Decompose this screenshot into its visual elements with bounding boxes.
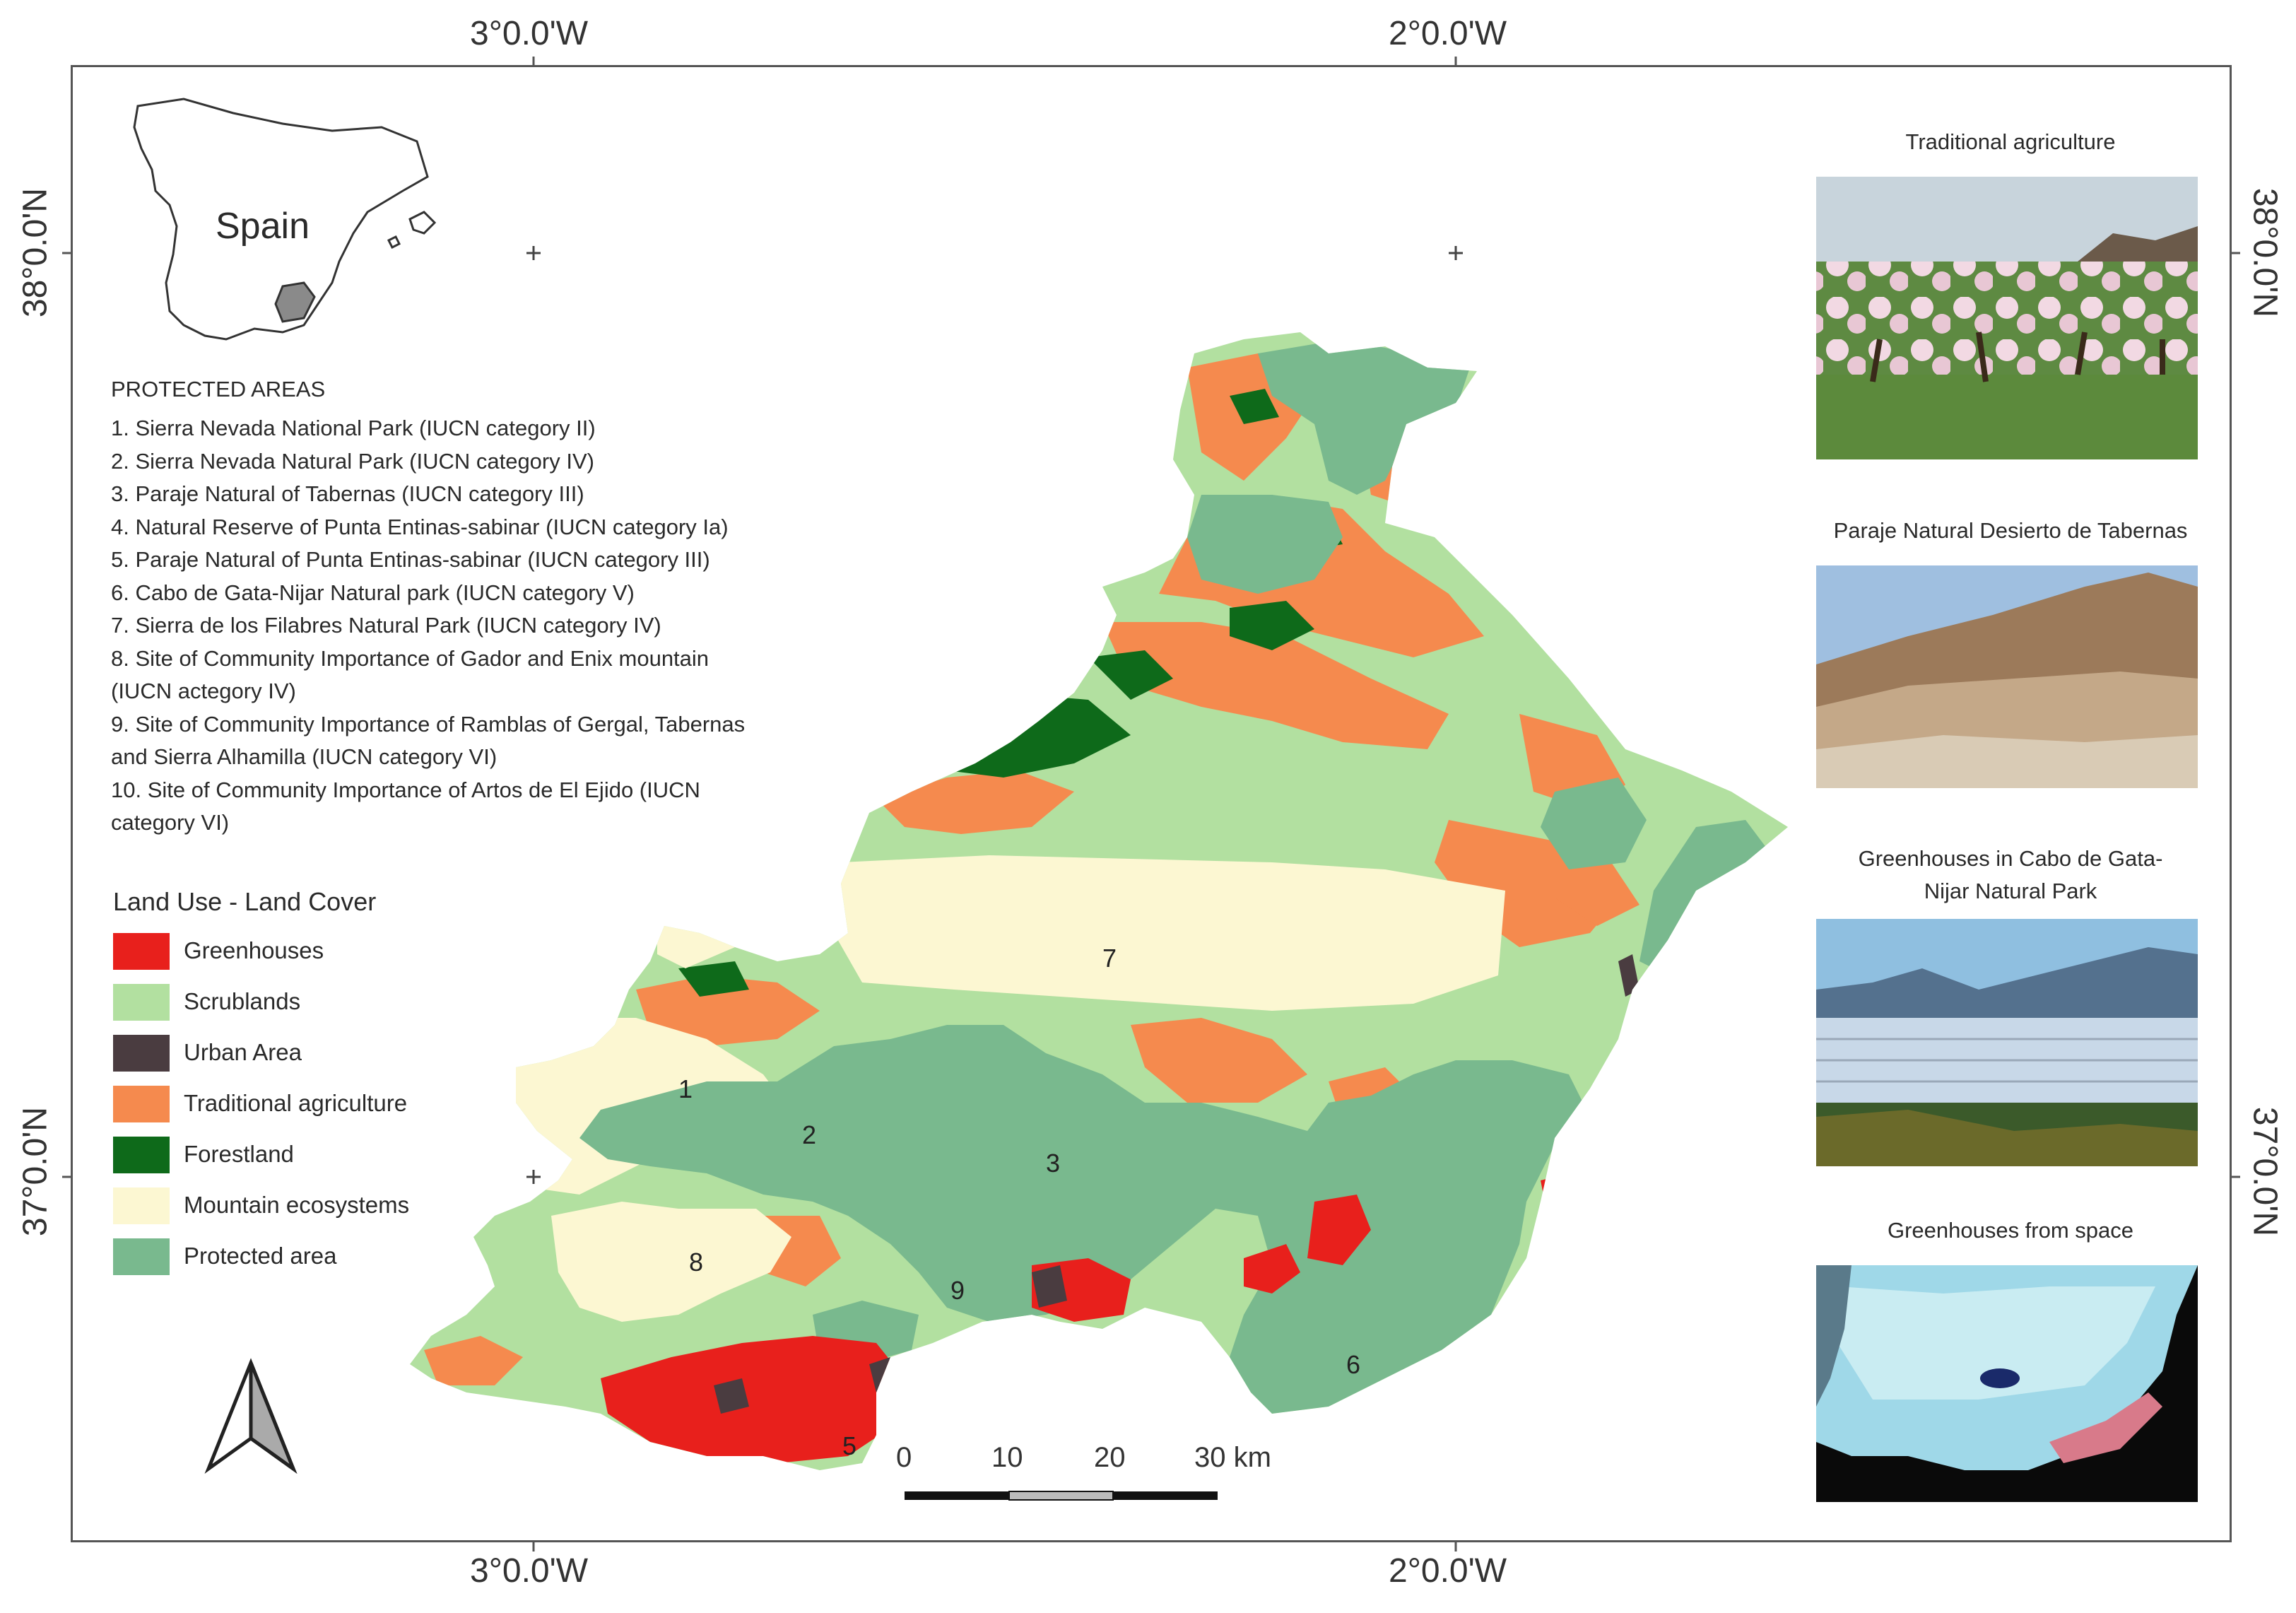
photo-title-greenhouses-space: Greenhouses from space — [1806, 1214, 2215, 1247]
legend-swatch — [113, 933, 170, 970]
protected-area-item: 3. Paraje Natural of Tabernas (IUCN cate… — [111, 481, 584, 506]
photo-tabernas-desert — [1816, 565, 2198, 788]
inset-country-label: Spain — [216, 206, 310, 247]
legend-label: Traditional agriculture — [184, 1090, 408, 1116]
scale-label-10: 10 — [991, 1442, 1023, 1473]
zone-label-9: 9 — [950, 1276, 965, 1305]
protected-areas-list: 1. Sierra Nevada National Park (IUCN cat… — [111, 412, 860, 840]
protected-area-item: (IUCN actegory IV) — [111, 679, 296, 703]
map-frame — [71, 65, 2232, 1542]
scale-label-20: 20 — [1094, 1442, 1126, 1473]
protected-area-item: 1. Sierra Nevada National Park (IUCN cat… — [111, 416, 596, 440]
scale-bar — [905, 1491, 1218, 1501]
legend-label: Scrublands — [184, 988, 301, 1014]
zone-label-7: 7 — [1102, 944, 1117, 973]
photo-title-traditional-agriculture: Traditional agriculture — [1806, 126, 2215, 158]
zone-label-5: 5 — [842, 1431, 857, 1460]
legend-swatch — [113, 1137, 170, 1173]
protected-area-item: category VI) — [111, 810, 230, 835]
photo-title-line: Greenhouses from space — [1887, 1218, 2134, 1243]
protected-area-item: 10. Site of Community Importance of Arto… — [111, 777, 700, 802]
protected-area-item: 9. Site of Community Importance of Rambl… — [111, 711, 746, 737]
photo-title-greenhouses-cabo: Greenhouses in Cabo de Gata- Nijar Natur… — [1806, 843, 2215, 908]
photo-traditional-agriculture — [1816, 177, 2198, 459]
legend-swatch — [113, 1035, 170, 1072]
zone-label-1: 1 — [678, 1074, 693, 1103]
protected-area-item: 6. Cabo de Gata-Nijar Natural park (IUCN… — [111, 580, 635, 605]
north-arrow-icon — [204, 1358, 298, 1474]
protected-area-item: 5. Paraje Natural of Punta Entinas-sabin… — [111, 547, 710, 572]
photo-greenhouses-from-space — [1816, 1265, 2198, 1502]
zone-label-6: 6 — [1346, 1350, 1361, 1379]
lon-label-bottom-west: 3°0.0'W — [470, 1552, 589, 1590]
legend-title: Land Use - Land Cover — [113, 887, 377, 916]
spain-inset — [133, 98, 437, 341]
protected-areas — [579, 339, 1767, 1414]
legend-label: Protected area — [184, 1243, 337, 1269]
legend-label: Greenhouses — [184, 937, 324, 963]
photo-greenhouses-cabo-de-gata — [1816, 919, 2198, 1166]
lon-label-top-west: 3°0.0'W — [470, 15, 589, 52]
legend-swatch — [113, 1086, 170, 1122]
legend-label: Urban Area — [184, 1039, 302, 1065]
photo-title-line: Paraje Natural Desierto de Tabernas — [1833, 518, 2188, 543]
photo-title-line: Nijar Natural Park — [1924, 879, 2097, 903]
legend-label: Forestland — [184, 1141, 294, 1167]
protected-area-item: 4. Natural Reserve of Punta Entinas-sabi… — [111, 514, 729, 539]
protected-area-item: and Sierra Alhamilla (IUCN category VI) — [111, 744, 498, 769]
lon-label-top-east: 2°0.0'W — [1389, 15, 1507, 52]
protected-areas-title: PROTECTED AREAS — [111, 377, 326, 401]
protected-area-item: 2. Sierra Nevada Natural Park (IUCN cate… — [111, 448, 594, 474]
legend-swatch — [113, 1238, 170, 1275]
lon-label-bottom-east: 2°0.0'W — [1389, 1552, 1507, 1590]
urban-area — [714, 954, 1639, 1414]
photo-title-line: Traditional agriculture — [1905, 129, 2116, 154]
legend-swatch — [113, 984, 170, 1021]
greenhouses — [601, 1173, 1576, 1463]
legend-swatch — [113, 1187, 170, 1224]
legend-label: Mountain ecosystems — [184, 1192, 410, 1218]
scale-label-0: 0 — [896, 1442, 912, 1473]
photo-title-line: Greenhouses in Cabo de Gata- — [1858, 846, 2163, 871]
photo-title-tabernas: Paraje Natural Desierto de Tabernas — [1806, 515, 2215, 547]
scale-label-30km: 30 km — [1194, 1442, 1271, 1473]
zone-label-8: 8 — [689, 1248, 704, 1277]
protected-area-item: 7. Sierra de los Filabres Natural Park (… — [111, 613, 661, 638]
zone-label-2: 2 — [802, 1120, 817, 1149]
zone-label-3: 3 — [1046, 1149, 1061, 1178]
mountain-ecosystems — [495, 855, 1505, 1322]
protected-area-item: 8. Site of Community Importance of Gador… — [111, 645, 710, 671]
